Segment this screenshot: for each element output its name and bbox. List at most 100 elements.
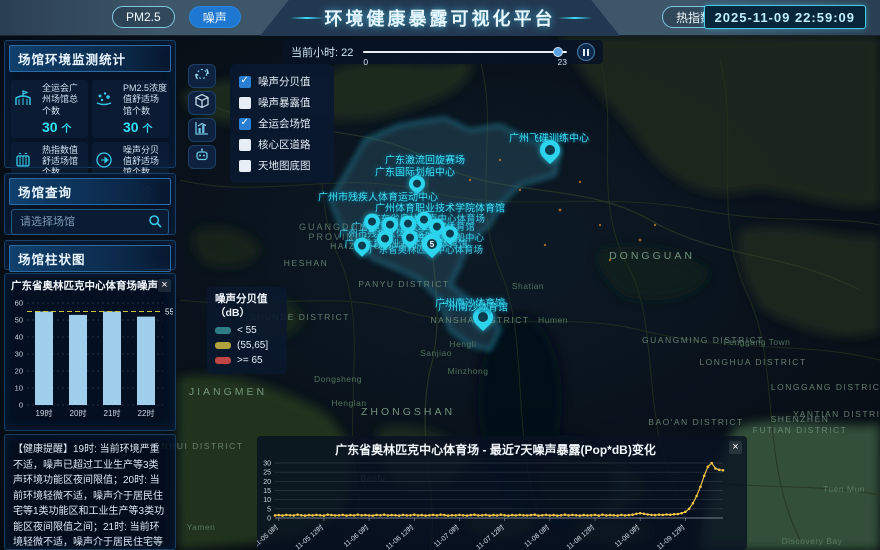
checkbox-unchecked-icon[interactable] — [239, 138, 251, 151]
line-chart-close-icon[interactable]: × — [729, 441, 742, 454]
checkbox-unchecked-icon[interactable] — [239, 96, 251, 109]
svg-text:20: 20 — [263, 479, 271, 486]
cluster-count-badge: 5 — [429, 239, 435, 249]
cube-3d-button[interactable] — [188, 91, 216, 115]
legend-item: >= 65 — [215, 353, 279, 368]
tab-PM2.5[interactable]: PM2.5 — [112, 6, 175, 28]
current-hour-label: 当前小时: 22 — [291, 47, 354, 59]
bar-chart-close-icon[interactable]: × — [158, 279, 171, 292]
svg-text:22时: 22时 — [138, 408, 155, 418]
time-slider-handle[interactable] — [553, 47, 564, 57]
layer-toggle-天地图底图[interactable]: 天地图底图 — [239, 155, 325, 176]
checkbox-unchecked-icon[interactable] — [239, 159, 251, 172]
stat-value: 30 个 — [123, 118, 153, 135]
reset-view-button[interactable] — [188, 64, 216, 88]
layer-toggle-核心区道路[interactable]: 核心区道路 — [239, 134, 325, 155]
search-icon[interactable] — [148, 214, 163, 234]
venue-noise-bar-chart-panel: 广东省奥林匹克中心体育场噪声分贝值（dB） × 0 10 20 30 40 50 60 19时… — [4, 273, 176, 431]
svg-text:30: 30 — [263, 461, 271, 468]
svg-text:11-08 12时: 11-08 12时 — [564, 523, 596, 550]
stat-label: 噪声分贝值舒适场馆个数 — [123, 144, 160, 178]
robot-icon — [194, 147, 210, 168]
bar-section-title: 场馆柱状图 — [9, 245, 171, 272]
line-chart-title: 广东省奥林匹克中心体育场 - 最近7天噪声暴露(Pop*dB)变化 — [335, 443, 656, 457]
svg-text:30: 30 — [15, 350, 23, 359]
svg-text:11-09 0时: 11-09 0时 — [613, 523, 642, 549]
time-slider-panel: 当前小时: 22 0 23 — [283, 40, 603, 67]
svg-text:11-07 12时: 11-07 12时 — [474, 523, 506, 550]
checkbox-checked-icon[interactable] — [239, 75, 251, 88]
legend-swatch — [215, 342, 231, 350]
legend-swatch — [215, 327, 231, 335]
pm25-icon — [94, 83, 118, 112]
layer-toggle-噪声暴露值[interactable]: 噪声暴露值 — [239, 92, 325, 113]
robot-button[interactable] — [188, 145, 216, 169]
svg-text:11-09 12时: 11-09 12时 — [655, 523, 687, 550]
venue-label: 广东激流回旋赛场 — [385, 155, 465, 167]
svg-text:10: 10 — [15, 384, 23, 393]
layer-label: 核心区道路 — [258, 139, 311, 151]
legend-item: < 55 — [215, 323, 279, 338]
venue-label: 广州市残疾人体育运动中心 — [318, 192, 438, 204]
checkbox-checked-icon[interactable] — [239, 117, 251, 130]
noise-bar-chart: 0 10 20 30 40 50 60 19时 20时 21时 22时 55 — [15, 299, 175, 419]
chart-button[interactable] — [188, 118, 216, 142]
stadium-icon — [13, 83, 37, 112]
svg-text:25: 25 — [263, 470, 271, 477]
stat-card-1: PM2.5浓度值舒适场馆个数 30 个 — [92, 80, 169, 138]
svg-text:10: 10 — [263, 497, 271, 504]
svg-text:11-06 0时: 11-06 0时 — [341, 523, 370, 549]
venue-stats-panel: 场馆环境监测统计 全运会广州场馆总个数 30 个 PM2.5浓度值舒适场馆个数 30 … — [4, 40, 176, 200]
title-left-line — [290, 17, 324, 19]
venue-label: 广州南沙体育馆 — [435, 298, 505, 310]
svg-text:40: 40 — [15, 333, 23, 342]
search-panel-title: 场馆查询 — [9, 178, 171, 205]
legend-label: < 55 — [237, 325, 257, 337]
chart-icon — [194, 120, 210, 141]
legend-title: 噪声分贝值（dB） — [215, 293, 268, 319]
page-title: 环境健康暴露可视化平台 — [324, 8, 556, 29]
svg-text:21时: 21时 — [104, 408, 121, 418]
exposure-line-chart-panel: 广东省奥林匹克中心体育场 - 最近7天噪声暴露(Pop*dB)变化 × 0 5 10… — [251, 436, 747, 550]
noise-exposure-line-chart: 0 5 10 15 20 25 30 11-05 0时 11-05 12时 11-06 0时 11-… — [251, 461, 725, 550]
svg-text:11-07 0时: 11-07 0时 — [432, 523, 461, 549]
bar-chart-title: 广东省奥林匹克中心体育场噪声分贝值（dB） — [11, 280, 158, 292]
title-right-line — [558, 17, 592, 19]
layer-label: 全运会场馆 — [258, 118, 311, 130]
cube-3d-icon — [194, 93, 210, 114]
app-header: 环境健康暴露可视化平台 PM2.5 噪声 热指数 2025-11-09 22:59… — [0, 0, 880, 36]
pause-button[interactable] — [577, 43, 595, 61]
svg-text:11-08 0时: 11-08 0时 — [522, 523, 551, 549]
layer-control-panel: 噪声分贝值噪声暴露值全运会场馆核心区道路天地图底图 — [230, 64, 334, 183]
venue-label: 广州南沙体育馆 — [438, 302, 508, 314]
noise-legend: 噪声分贝值（dB） < 55 (55,65] >= 65 — [207, 287, 287, 375]
svg-text:55: 55 — [165, 308, 173, 317]
svg-text:11-06 12时: 11-06 12时 — [384, 523, 416, 550]
health-advisory-text: 【健康提醒】19时: 当前环境严重不适，噪声已超过工业生产等3类声环境功能区夜间… — [13, 444, 165, 548]
svg-text:11-05 0时: 11-05 0时 — [257, 523, 280, 549]
svg-text:19时: 19时 — [36, 408, 53, 418]
svg-text:15: 15 — [263, 488, 271, 495]
reset-view-icon — [194, 66, 210, 87]
legend-item: (55,65] — [215, 338, 279, 353]
venue-search-input[interactable] — [11, 209, 169, 235]
tab-噪声[interactable]: 噪声 — [188, 6, 241, 28]
svg-text:20: 20 — [15, 367, 23, 376]
noise-icon — [94, 145, 118, 174]
map-toolbar — [188, 64, 216, 169]
layer-toggle-全运会场馆[interactable]: 全运会场馆 — [239, 113, 325, 134]
venue-label: 广东国际划船中心 — [375, 167, 455, 179]
svg-text:11-05 12时: 11-05 12时 — [293, 523, 325, 550]
legend-swatch — [215, 357, 231, 365]
venue-cluster-label: 广州市残疾人体育运动中心 — [338, 229, 454, 240]
stat-value: 30 个 — [42, 118, 72, 135]
layer-toggle-噪声分贝值[interactable]: 噪声分贝值 — [239, 71, 325, 92]
svg-text:0: 0 — [267, 516, 271, 523]
svg-text:20时: 20时 — [70, 408, 87, 418]
time-slider-track[interactable]: 0 23 — [363, 47, 567, 67]
stat-label: PM2.5浓度值舒适场馆个数 — [123, 83, 168, 116]
pollutant-tabs-left: PM2.5 噪声 — [112, 6, 241, 28]
svg-text:0: 0 — [19, 401, 23, 410]
heat-icon — [13, 145, 37, 174]
